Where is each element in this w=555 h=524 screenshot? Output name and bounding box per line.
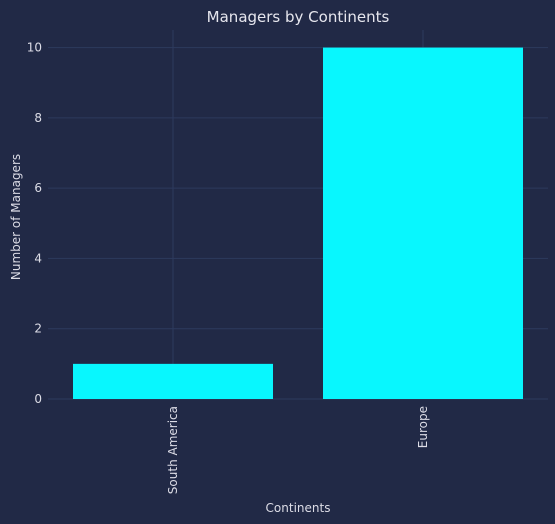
y-tick-label: 2 — [34, 322, 42, 336]
chart-title: Managers by Continents — [207, 8, 390, 26]
x-axis-label: Continents — [266, 501, 331, 515]
x-tick-label: South America — [166, 406, 180, 494]
bar-south-america — [73, 363, 273, 399]
y-tick-label: 8 — [34, 111, 42, 125]
x-tick-label: Europe — [416, 406, 430, 448]
bar-europe — [323, 47, 523, 399]
bar-layer — [73, 47, 523, 399]
y-axis-ticks: 0 2 4 6 8 10 — [27, 41, 42, 406]
y-tick-label: 0 — [34, 392, 42, 406]
x-axis-ticks: South America Europe — [166, 406, 430, 494]
y-tick-label: 6 — [34, 181, 42, 195]
y-tick-label: 10 — [27, 41, 42, 55]
y-axis-label: Number of Managers — [9, 154, 23, 280]
grid-layer — [48, 30, 548, 400]
y-tick-label: 4 — [34, 251, 42, 265]
